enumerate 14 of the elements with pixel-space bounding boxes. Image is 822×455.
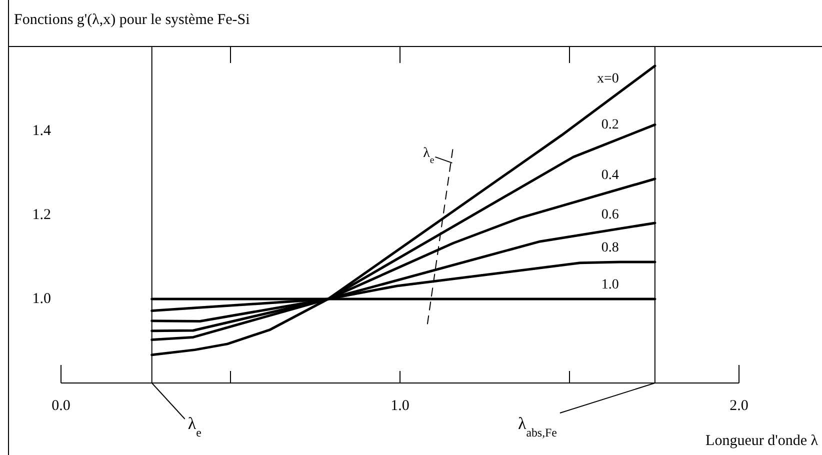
series-label: 0.2	[601, 118, 619, 133]
series-label: 0.8	[601, 240, 619, 256]
series-label: 0.4	[601, 168, 619, 183]
y-tick-label: 1.0	[32, 290, 51, 307]
x-tick-label: 2.0	[730, 398, 748, 414]
y-tick-label: 1.4	[32, 122, 52, 139]
series-label: x=0	[597, 71, 619, 86]
y-tick-label: 1.2	[32, 206, 51, 223]
chart-title: Fonctions g'(λ,x) pour le système Fe-Si	[8, 0, 822, 47]
x-axis-title: Longueur d'onde λ	[706, 433, 819, 449]
series-label: 0.6	[601, 207, 619, 222]
x-tick-label: 1.0	[390, 398, 410, 414]
series-label: 1.0	[601, 278, 619, 293]
x-tick-label: 0.0	[52, 398, 70, 414]
